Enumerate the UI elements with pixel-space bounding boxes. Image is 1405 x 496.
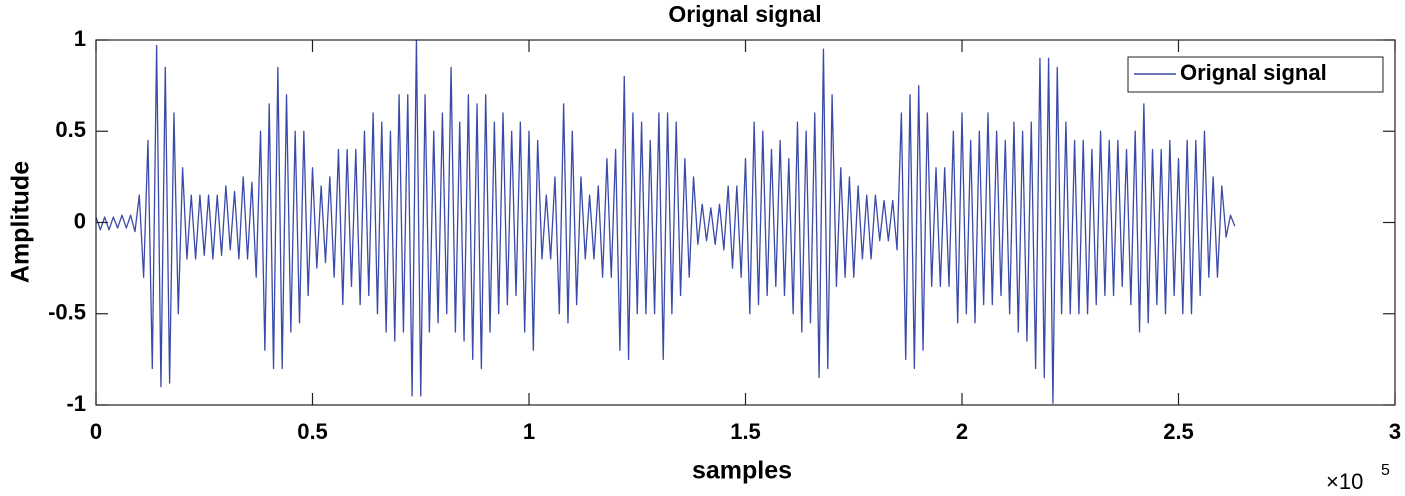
plot-area [96, 40, 1395, 405]
x-multiplier-exponent: 5 [1381, 462, 1390, 479]
y-tick-label: -0.5 [48, 300, 86, 325]
legend-label: Orignal signal [1180, 60, 1327, 85]
signal-line [95, 39, 1236, 404]
x-axis-label: samples [692, 457, 792, 485]
x-tick-label: 0.5 [297, 419, 328, 444]
y-tick-label: 0.5 [55, 117, 86, 142]
x-tick-label: 1 [523, 419, 535, 444]
x-multiplier: ×10 [1326, 469, 1363, 494]
chart-title: Orignal signal [668, 1, 821, 27]
x-tick-label: 1.5 [730, 419, 761, 444]
y-axis-label: Amplitude [7, 161, 35, 283]
y-tick-label: -1 [66, 391, 86, 416]
y-tick-label: 0 [74, 208, 86, 233]
x-tick-label: 2 [956, 419, 968, 444]
x-tick-label: 3 [1389, 419, 1401, 444]
x-tick-label: 2.5 [1163, 419, 1194, 444]
x-tick-label: 0 [90, 419, 102, 444]
y-tick-label: 1 [74, 26, 86, 51]
